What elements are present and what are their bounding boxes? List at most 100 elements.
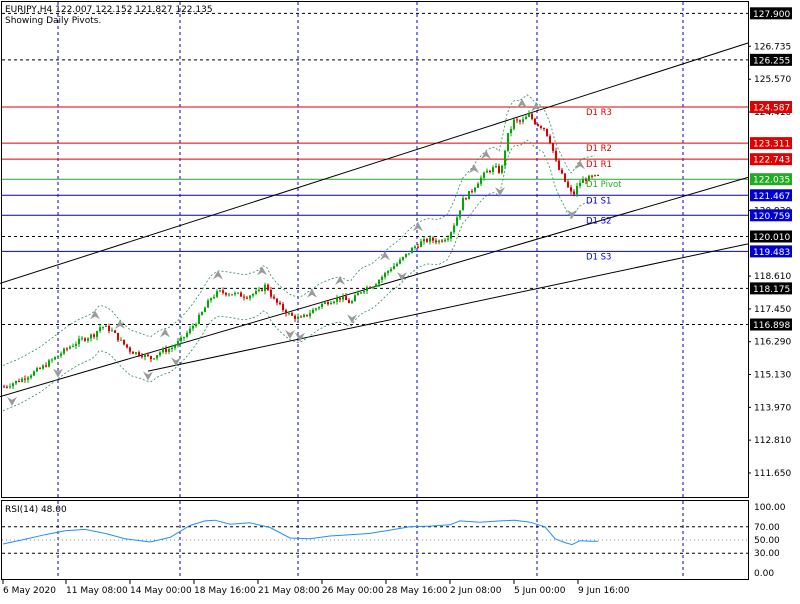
fractal-marker [143, 371, 153, 381]
candle-body [501, 165, 503, 173]
fractal-marker [481, 150, 491, 160]
pivot-label: D1 R1 [586, 160, 612, 170]
fractal-marker [7, 396, 17, 406]
candle-body [522, 119, 524, 122]
candle-body [294, 315, 296, 319]
candle-body [219, 290, 221, 292]
candle-body [42, 365, 44, 369]
candle-body [243, 296, 245, 298]
pivot-label: D1 R3 [586, 108, 612, 118]
candle-body [48, 360, 50, 367]
candle-body [417, 246, 419, 248]
candle-body [318, 307, 320, 309]
fractal-marker [531, 102, 541, 112]
candle-body [435, 240, 437, 243]
candle-body [450, 232, 452, 239]
candle-body [399, 259, 401, 264]
candle-body [336, 297, 338, 302]
candle-body [378, 279, 380, 285]
y-tick-label: 125.570 [754, 75, 791, 85]
fractal-marker [213, 270, 223, 280]
candle-body [471, 191, 473, 193]
candle-body [27, 377, 29, 380]
candle-body [240, 292, 242, 297]
upper-band [2, 94, 596, 366]
candle-body [78, 338, 80, 345]
price-panel-frame [1, 1, 749, 498]
candle-body [39, 368, 41, 370]
candle-body [516, 119, 518, 121]
candle-body [108, 325, 110, 332]
candle-body [483, 172, 485, 178]
x-tick-label: 5 Jun 00:00 [514, 586, 566, 596]
candle-body [351, 301, 353, 304]
candle-body [291, 313, 293, 316]
candle-body [369, 287, 371, 289]
candle-body [456, 217, 458, 226]
candle-body [525, 116, 527, 120]
candle-body [117, 332, 119, 341]
candle-body [252, 293, 254, 296]
candle-body [420, 241, 422, 248]
candle-body [51, 359, 53, 361]
candle-body [225, 292, 227, 295]
candle-body [474, 187, 476, 192]
y-tick-label: 118.610 [754, 272, 791, 282]
candle-body [531, 113, 533, 119]
candle-body [552, 143, 554, 151]
fractal-marker [413, 222, 423, 232]
candle-body [426, 238, 428, 242]
candle-body [90, 334, 92, 339]
x-tick-label: 6 May 2020 [3, 586, 56, 596]
candle-body [513, 119, 515, 130]
candle-body [132, 351, 134, 354]
fractal-marker [53, 368, 63, 378]
candle-body [468, 191, 470, 200]
candle-body [402, 257, 404, 260]
fractal-marker [495, 187, 505, 197]
candle-body [33, 371, 35, 376]
candle-body [537, 124, 539, 127]
y-tick-label: 124.410 [754, 108, 791, 118]
fractal-marker [285, 329, 295, 339]
candle-body [567, 181, 569, 188]
rsi-line [2, 519, 598, 546]
price-tags: 127.900 126.255 124.587 123.311 122.743 122.0… [750, 7, 792, 331]
candle-body [249, 295, 251, 299]
candle-body [135, 352, 137, 354]
candle-body [6, 386, 8, 388]
candle-body [75, 344, 77, 347]
price-tag [750, 230, 792, 243]
fractal-marker [380, 251, 390, 261]
candle-body [342, 296, 344, 300]
candle-body [81, 338, 83, 340]
x-tick-label: 11 May 08:00 [66, 586, 128, 596]
candle-body [183, 336, 185, 338]
candle-body [84, 338, 86, 341]
y-tick-label: 116.290 [754, 338, 791, 348]
candle-body [204, 307, 206, 312]
candle-body [372, 286, 374, 289]
candle-body [564, 173, 566, 182]
candle-body [375, 284, 377, 287]
price-tag [750, 209, 792, 222]
candle-body [411, 247, 413, 254]
y-tick-label: 115.130 [754, 371, 791, 381]
pivot-label: D1 Pivot [586, 180, 622, 190]
candle-body [510, 129, 512, 134]
candle-body [579, 182, 581, 186]
candle-body [546, 128, 548, 137]
x-tick-label: 28 May 16:00 [386, 586, 448, 596]
candle-body [414, 246, 416, 248]
candle-body [465, 198, 467, 200]
price-tag-label: 126.255 [753, 56, 790, 66]
lower-band [2, 139, 596, 412]
rsi-tick-label: 30.00 [754, 549, 780, 559]
candle-body [393, 265, 395, 270]
candle-body [570, 187, 572, 192]
candle-body [288, 313, 290, 315]
candle-body [87, 338, 89, 341]
candle-body [120, 339, 122, 341]
candle-body [207, 300, 209, 308]
